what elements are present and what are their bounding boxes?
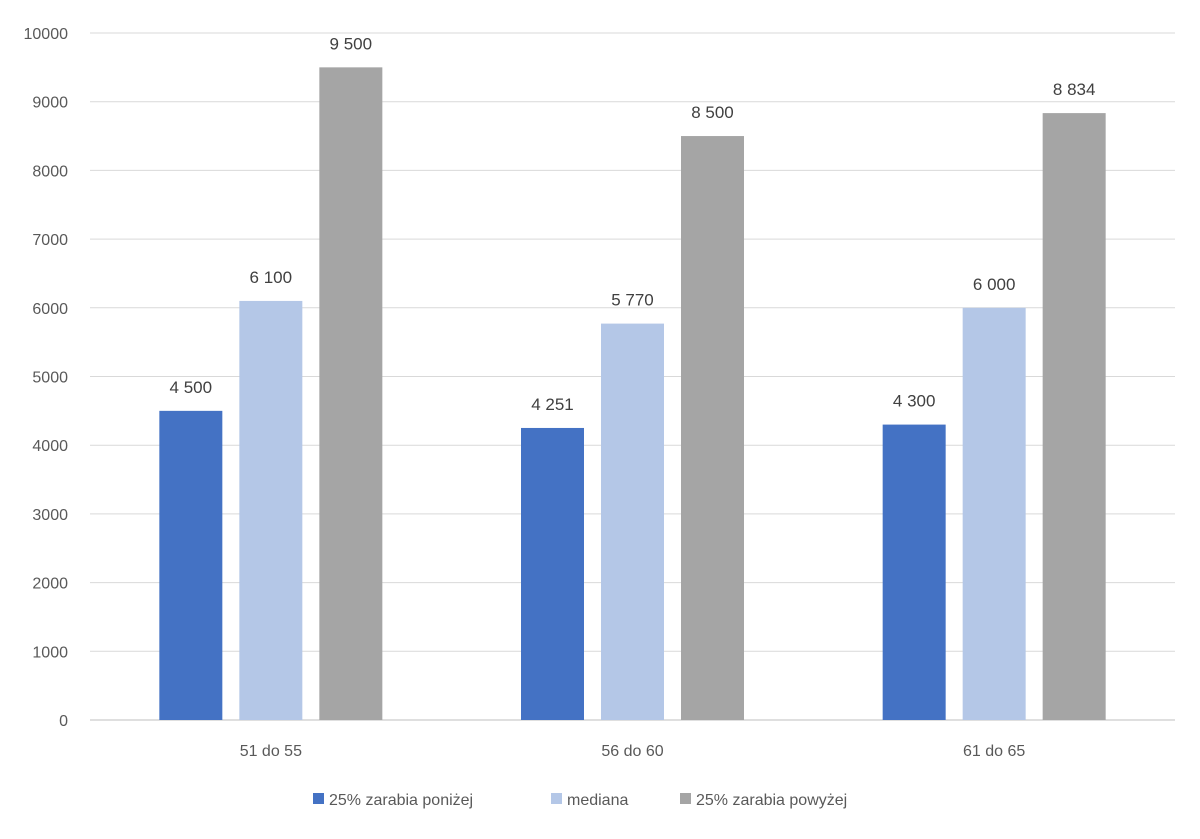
- data-label: 4 300: [893, 392, 936, 411]
- bar: [962, 307, 1026, 720]
- y-tick-label: 7000: [32, 232, 68, 249]
- y-tick-label: 1000: [32, 644, 68, 661]
- legend-swatch: [680, 793, 691, 804]
- y-tick-label: 0: [59, 713, 68, 730]
- data-label: 5 770: [611, 291, 654, 310]
- data-label: 4 500: [170, 378, 213, 397]
- bars: [159, 67, 1106, 721]
- category-label: 56 do 60: [601, 743, 663, 760]
- y-tick-label: 3000: [32, 507, 68, 524]
- y-tick-label: 2000: [32, 576, 68, 593]
- bar: [882, 424, 946, 720]
- data-label: 6 100: [250, 268, 293, 287]
- bar: [681, 136, 744, 721]
- category-label: 61 do 65: [963, 743, 1025, 760]
- legend-swatch: [313, 793, 324, 804]
- y-tick-label: 10000: [24, 26, 69, 43]
- bar: [521, 427, 584, 720]
- bar: [601, 323, 664, 720]
- y-tick-label: 4000: [32, 438, 68, 455]
- legend: 25% zarabia poniżej mediana 25% zarabia po…: [313, 792, 847, 809]
- legend-label: 25% zarabia poniżej: [329, 792, 473, 809]
- data-labels: 4 500 6 100 9 500 4 251 5 770 8 500 4 300 6 000…: [170, 34, 1096, 414]
- bar: [159, 410, 223, 720]
- y-tick-label: 8000: [32, 163, 68, 180]
- data-label: 8 834: [1053, 80, 1096, 99]
- bar: [239, 300, 303, 720]
- bar: [319, 67, 383, 721]
- legend-label: mediana: [567, 792, 628, 809]
- data-label: 6 000: [973, 275, 1016, 294]
- data-label: 9 500: [330, 34, 373, 53]
- data-label: 4 251: [531, 395, 574, 414]
- y-axis-ticks: 0 1000 2000 3000 4000 5000 6000 7000 8000 9000 100…: [24, 26, 69, 730]
- legend-swatch: [551, 793, 562, 804]
- data-label: 8 500: [691, 103, 734, 122]
- legend-label: 25% zarabia powyżej: [696, 792, 847, 809]
- bar: [1042, 113, 1106, 721]
- category-label: 51 do 55: [240, 743, 302, 760]
- category-labels: 51 do 55 56 do 60 61 do 65: [240, 743, 1026, 760]
- y-tick-label: 9000: [32, 95, 68, 112]
- y-tick-label: 5000: [32, 370, 68, 387]
- y-tick-label: 6000: [32, 301, 68, 318]
